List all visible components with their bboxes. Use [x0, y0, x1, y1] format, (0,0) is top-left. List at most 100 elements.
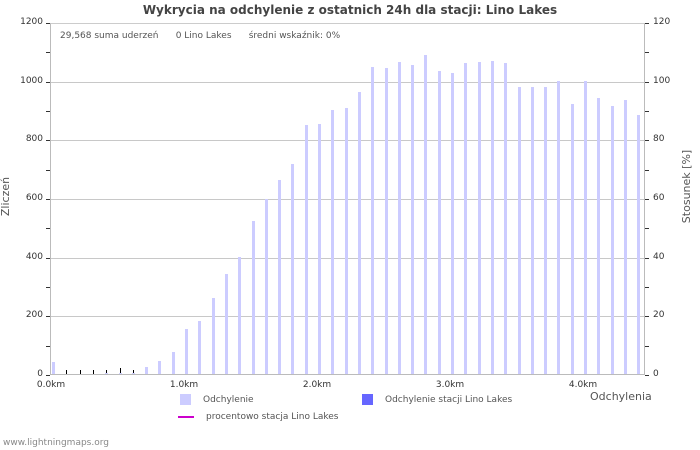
y-tick-mark [645, 228, 649, 230]
bar-odchylenie [171, 352, 175, 374]
bar-odchylenie [517, 86, 521, 374]
bar-odchylenie [570, 104, 574, 374]
x-axis-title: Odchylenia [590, 390, 652, 403]
bar-odchylenie [437, 71, 441, 374]
y-axis-title-left: Zliczeń [0, 176, 13, 217]
bar-odchylenie [530, 86, 534, 374]
grid-line [51, 81, 644, 83]
x-tick-label: 4.0km [568, 380, 598, 390]
bar-odchylenie [238, 256, 242, 374]
stats-avg: średni wskaźnik: 0% [248, 31, 341, 41]
y-tick-label-right: 40 [653, 251, 665, 262]
x-tick-mark [106, 370, 108, 374]
bar-odchylenie [610, 105, 614, 374]
y-tick-label-right: 120 [653, 17, 671, 27]
x-tick-mark [119, 368, 121, 374]
y-tick-label-right: 80 [653, 134, 665, 145]
y-tick-mark [46, 375, 50, 376]
y-tick-mark [645, 52, 649, 54]
legend-label: Odchylenie stacji Lino Lakes [385, 394, 513, 405]
legend-label: procentowo stacja Lino Lakes [206, 412, 339, 422]
y-tick-label-left: 800 [25, 134, 43, 145]
footer-link[interactable]: www.lightningmaps.org [3, 438, 109, 448]
y-tick-label-left: 1200 [20, 17, 43, 27]
y-tick-label-right: 100 [653, 75, 671, 86]
y-tick-mark [645, 140, 649, 142]
bar-odchylenie [264, 199, 268, 374]
bar-odchylenie [397, 62, 401, 374]
bar-odchylenie [291, 164, 295, 374]
x-tick-label: 2.0km [302, 380, 332, 390]
y-tick-label-right: 60 [653, 193, 665, 203]
bar-odchylenie [544, 86, 548, 374]
legend-odchylenie: Odchylenie [180, 394, 254, 405]
bar-odchylenie [118, 373, 122, 374]
y-tick-mark [46, 23, 50, 24]
y-tick-mark [645, 257, 649, 259]
x-tick-label: 3.0km [435, 380, 465, 390]
bar-odchylenie [211, 298, 215, 374]
y-tick-label-left: 400 [25, 251, 43, 262]
bar-odchylenie [278, 180, 282, 374]
y-tick-mark [46, 257, 50, 259]
bar-odchylenie [477, 62, 481, 374]
chart-title: Wykrycia na odchylenie z ostatnich 24h d… [142, 3, 558, 17]
bar-odchylenie [52, 362, 55, 374]
y-tick-label-left: 200 [25, 310, 43, 321]
stats-total: 29,568 suma uderzeń [60, 31, 159, 41]
y-tick-mark [46, 316, 50, 318]
y-tick-mark [46, 199, 50, 200]
bar-odchylenie [158, 361, 162, 374]
legend-swatch-dark [362, 394, 373, 405]
y-tick-mark [645, 345, 649, 347]
bar-odchylenie [344, 107, 348, 374]
x-tick-mark [66, 370, 68, 374]
legend-line-swatch [178, 416, 194, 418]
y-tick-mark [46, 52, 50, 54]
stats-station: 0 Lino Lakes [175, 31, 232, 41]
y-tick-label-left: 600 [25, 193, 43, 203]
y-tick-mark [645, 81, 649, 83]
bar-odchylenie [584, 81, 587, 374]
bar-odchylenie [224, 274, 228, 374]
x-tick-mark [92, 370, 94, 374]
bar-odchylenie [145, 366, 149, 374]
legend-percent: procentowo stacja Lino Lakes [178, 412, 338, 422]
bar-odchylenie [251, 221, 255, 374]
y-tick-mark [645, 199, 649, 200]
y-tick-mark [46, 169, 50, 171]
bar-odchylenie [464, 63, 468, 374]
y-tick-mark [46, 345, 50, 347]
y-tick-mark [46, 140, 50, 142]
bar-odchylenie [623, 99, 627, 374]
legend-label: Odchylenie [203, 394, 254, 405]
bar-odchylenie [597, 98, 601, 374]
x-tick-mark [79, 370, 81, 374]
y-tick-mark [645, 287, 649, 288]
bar-odchylenie [384, 68, 388, 374]
bar-odchylenie [185, 329, 188, 374]
y-tick-mark [645, 375, 649, 376]
bar-odchylenie [637, 115, 641, 374]
x-tick-mark [132, 370, 134, 374]
y-tick-mark [645, 111, 649, 112]
y-tick-mark [645, 169, 649, 171]
y-tick-mark [46, 81, 50, 83]
bar-odchylenie [105, 373, 109, 374]
bar-odchylenie [371, 66, 375, 374]
bar-odchylenie [131, 372, 135, 374]
bar-odchylenie [357, 92, 361, 374]
bar-odchylenie [504, 63, 508, 374]
y-tick-label-right: 20 [653, 310, 665, 321]
y-tick-label-left: 1000 [20, 75, 43, 86]
bar-odchylenie [411, 65, 415, 374]
y-axis-title-right: Stosunek [%] [680, 149, 694, 224]
bar-odchylenie [331, 110, 335, 374]
bar-odchylenie [424, 54, 428, 374]
y-tick-mark [645, 316, 649, 318]
plot-area [50, 23, 645, 375]
y-tick-mark [46, 228, 50, 230]
bar-odchylenie [451, 72, 454, 374]
y-tick-mark [46, 287, 50, 288]
bar-odchylenie [304, 125, 308, 374]
